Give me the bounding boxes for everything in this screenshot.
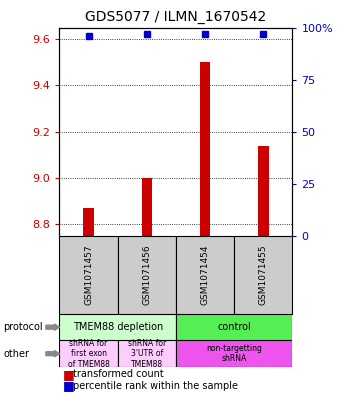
Text: percentile rank within the sample: percentile rank within the sample	[73, 381, 238, 391]
Bar	[141, 178, 152, 236]
Text: ■: ■	[63, 367, 75, 381]
Bar	[83, 208, 94, 236]
Bar	[200, 62, 210, 236]
Text: GSM1071455: GSM1071455	[259, 245, 268, 305]
Bar	[118, 236, 176, 314]
Bar	[234, 236, 292, 314]
Bar	[176, 340, 292, 367]
Title: GDS5077 / ILMN_1670542: GDS5077 / ILMN_1670542	[85, 10, 267, 24]
Text: control: control	[217, 322, 251, 332]
Text: protocol: protocol	[3, 322, 43, 332]
Text: GSM1071456: GSM1071456	[142, 245, 151, 305]
Text: transformed count: transformed count	[73, 369, 164, 379]
Text: GSM1071454: GSM1071454	[201, 245, 209, 305]
Bar	[118, 340, 176, 367]
Bar	[59, 236, 118, 314]
Text: ■: ■	[63, 379, 75, 393]
Bar	[59, 340, 118, 367]
Text: non-targetting
shRNA: non-targetting shRNA	[206, 344, 262, 364]
Bar	[176, 236, 234, 314]
Bar	[176, 314, 292, 340]
Bar	[59, 314, 176, 340]
Text: other: other	[3, 349, 29, 359]
Bar	[258, 145, 269, 236]
Text: TMEM88 depletion: TMEM88 depletion	[73, 322, 163, 332]
Text: GSM1071457: GSM1071457	[84, 245, 93, 305]
Text: shRNA for
first exon
of TMEM88: shRNA for first exon of TMEM88	[68, 339, 109, 369]
Text: shRNA for
3'UTR of
TMEM88: shRNA for 3'UTR of TMEM88	[128, 339, 166, 369]
